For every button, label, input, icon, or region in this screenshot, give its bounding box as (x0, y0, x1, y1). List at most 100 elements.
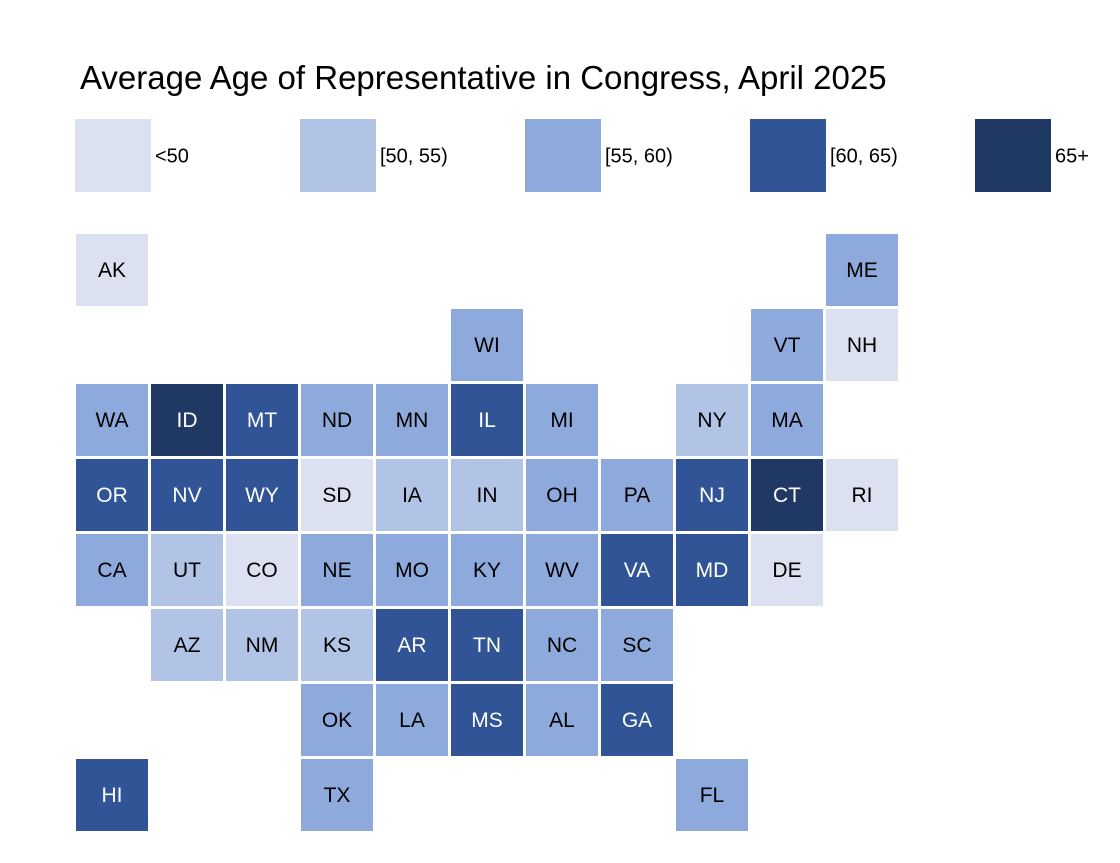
state-label-ut: UT (173, 559, 201, 582)
state-label-ky: KY (473, 559, 501, 582)
state-tile-de (751, 534, 823, 606)
state-tile-nc (526, 609, 598, 681)
state-tile-vt (751, 309, 823, 381)
state-tile-ky (451, 534, 523, 606)
state-label-ia: IA (402, 484, 422, 507)
state-label-co: CO (246, 559, 278, 582)
state-tile-id (151, 384, 223, 456)
state-tile-hi (76, 759, 148, 831)
state-tile-ks (301, 609, 373, 681)
state-tile-ms (451, 684, 523, 756)
state-label-wi: WI (474, 334, 500, 357)
state-tile-md (676, 534, 748, 606)
state-tile-ct (751, 459, 823, 531)
state-tile-nm (226, 609, 298, 681)
state-tile-ut (151, 534, 223, 606)
state-tile-ny (676, 384, 748, 456)
state-tile-ma (751, 384, 823, 456)
state-tile-az (151, 609, 223, 681)
legend-label: [55, 60) (605, 146, 673, 168)
state-tile-mo (376, 534, 448, 606)
state-tile-fl (676, 759, 748, 831)
state-tile-ca (76, 534, 148, 606)
state-label-wy: WY (245, 484, 279, 507)
state-tile-nv (151, 459, 223, 531)
state-tile-in (451, 459, 523, 531)
state-tiles: AK ME WI VT NH WA ID MT ND MN IL MI NY MA OR NV WY SD IA IN… (76, 234, 898, 831)
state-tile-ak (76, 234, 148, 306)
state-label-ar: AR (397, 634, 426, 657)
state-tile-nd (301, 384, 373, 456)
state-tile-sd (301, 459, 373, 531)
state-label-id: ID (177, 409, 198, 432)
state-label-wv: WV (545, 559, 579, 582)
state-label-nm: NM (246, 634, 279, 657)
state-label-il: IL (478, 409, 496, 432)
legend-swatch (75, 119, 151, 192)
state-label-wa: WA (95, 409, 128, 432)
state-tile-sc (601, 609, 673, 681)
state-label-az: AZ (174, 634, 201, 657)
state-label-sc: SC (622, 634, 651, 657)
state-tile-mt (226, 384, 298, 456)
state-label-mo: MO (395, 559, 429, 582)
state-label-sd: SD (322, 484, 351, 507)
chart-title: Average Age of Representative in Congres… (80, 59, 887, 96)
state-label-ks: KS (323, 634, 351, 657)
state-label-fl: FL (700, 784, 725, 807)
state-label-mn: MN (396, 409, 429, 432)
state-label-nc: NC (547, 634, 577, 657)
state-tile-al (526, 684, 598, 756)
state-label-ne: NE (322, 559, 351, 582)
legend: <50 [50, 55) [55, 60) [60, 65) 65+ (75, 119, 1089, 192)
state-label-vt: VT (774, 334, 801, 357)
state-tile-va (601, 534, 673, 606)
state-label-ga: GA (622, 709, 652, 732)
state-label-me: ME (846, 259, 878, 282)
state-tile-ne (301, 534, 373, 606)
state-tile-la (376, 684, 448, 756)
state-label-pa: PA (624, 484, 650, 507)
state-tile-nh (826, 309, 898, 381)
state-label-mt: MT (247, 409, 277, 432)
state-label-or: OR (96, 484, 128, 507)
state-tile-ar (376, 609, 448, 681)
state-tile-or (76, 459, 148, 531)
state-label-nd: ND (322, 409, 352, 432)
state-label-nj: NJ (699, 484, 725, 507)
state-tile-tx (301, 759, 373, 831)
state-label-de: DE (772, 559, 801, 582)
state-label-tx: TX (324, 784, 351, 807)
state-label-nh: NH (847, 334, 877, 357)
state-tile-wy (226, 459, 298, 531)
state-tile-wi (451, 309, 523, 381)
state-tile-co (226, 534, 298, 606)
legend-label: [60, 65) (830, 146, 898, 168)
legend-swatch (975, 119, 1051, 192)
state-label-oh: OH (546, 484, 578, 507)
state-label-ms: MS (471, 709, 503, 732)
state-label-ok: OK (322, 709, 352, 732)
legend-swatch (525, 119, 601, 192)
state-tile-oh (526, 459, 598, 531)
state-tile-me (826, 234, 898, 306)
state-label-la: LA (399, 709, 425, 732)
state-label-mi: MI (550, 409, 573, 432)
state-tile-ri (826, 459, 898, 531)
legend-label: [50, 55) (380, 146, 448, 168)
legend-swatch (300, 119, 376, 192)
state-label-va: VA (624, 559, 650, 582)
state-tile-wa (76, 384, 148, 456)
legend-swatch (750, 119, 826, 192)
state-label-tn: TN (473, 634, 501, 657)
state-label-nv: NV (172, 484, 201, 507)
state-tile-il (451, 384, 523, 456)
state-tile-ga (601, 684, 673, 756)
state-tile-mi (526, 384, 598, 456)
state-label-ct: CT (773, 484, 801, 507)
state-tile-mn (376, 384, 448, 456)
state-label-ak: AK (98, 259, 126, 282)
state-label-in: IN (477, 484, 498, 507)
state-tile-nj (676, 459, 748, 531)
